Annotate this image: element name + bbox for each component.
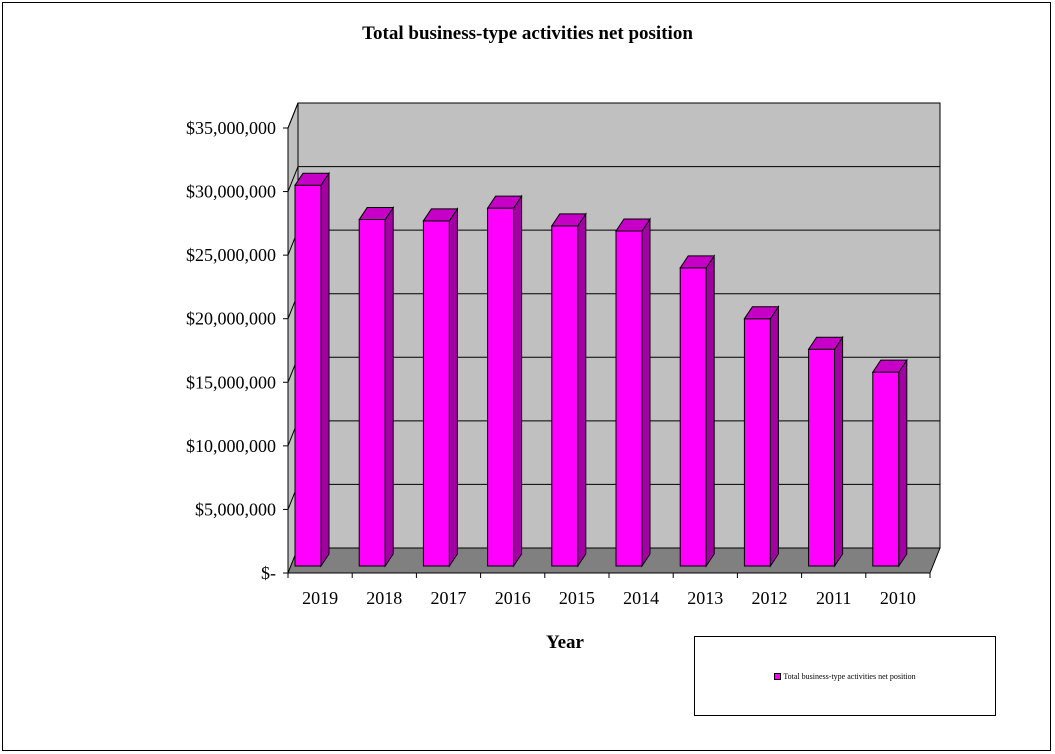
x-tick-label: 2014 — [623, 588, 659, 608]
y-tick-label: $30,000,000 — [186, 182, 276, 202]
bar-side — [642, 219, 650, 566]
bar-side — [385, 208, 393, 566]
x-tick-label: 2011 — [816, 588, 851, 608]
x-tick-label: 2015 — [559, 588, 595, 608]
bar — [359, 220, 385, 566]
bar-side — [578, 214, 586, 566]
bar-side — [835, 337, 843, 566]
y-tick-label: $10,000,000 — [186, 436, 276, 456]
x-tick-label: 2018 — [366, 588, 402, 608]
bar-side — [321, 173, 329, 566]
bar — [295, 185, 321, 566]
legend-key — [774, 673, 781, 680]
x-tick-label: 2017 — [431, 588, 467, 608]
bar — [680, 268, 706, 566]
bar — [744, 319, 770, 566]
bar-side — [899, 360, 907, 566]
legend-label: Total business-type activities net posit… — [783, 672, 915, 681]
y-tick-label: $5,000,000 — [195, 499, 276, 519]
bar — [616, 231, 642, 566]
x-tick-label: 2012 — [752, 588, 788, 608]
bar — [423, 221, 449, 566]
x-tick-label: 2016 — [495, 588, 531, 608]
bar — [488, 208, 514, 566]
bar-side — [449, 209, 457, 566]
y-tick-label: $20,000,000 — [186, 309, 276, 329]
y-tick-label: $15,000,000 — [186, 372, 276, 392]
x-tick-label: 2019 — [302, 588, 338, 608]
x-axis-label: Year — [465, 632, 665, 654]
bar — [873, 372, 899, 566]
y-tick-label: $35,000,000 — [186, 118, 276, 138]
bar-side — [514, 196, 522, 566]
bar — [809, 349, 835, 566]
x-tick-label: 2013 — [687, 588, 723, 608]
bar-side — [706, 256, 714, 566]
bar-side — [770, 307, 778, 566]
y-tick-label: $25,000,000 — [186, 245, 276, 265]
x-tick-label: 2010 — [880, 588, 916, 608]
legend: Total business-type activities net posit… — [694, 636, 996, 716]
bar — [552, 226, 578, 566]
y-tick-label: $- — [261, 563, 276, 583]
